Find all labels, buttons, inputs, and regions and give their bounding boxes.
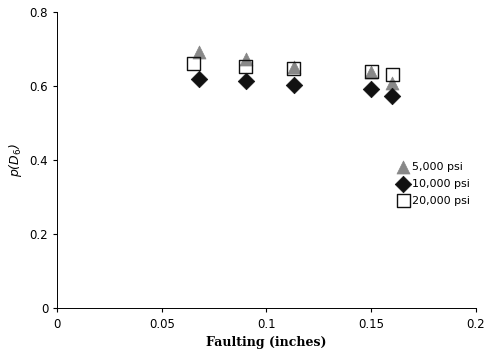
X-axis label: Faulting (inches): Faulting (inches) [206,336,327,349]
5,000 psi [195,49,203,55]
5,000 psi [242,57,249,62]
10,000 psi [367,86,375,92]
5,000 psi [367,69,375,75]
5,000 psi [290,64,298,70]
10,000 psi [242,78,249,84]
20,000 psi [290,66,298,71]
Y-axis label: p($\mathit{D}_6$): p($\mathit{D}_6$) [7,143,24,177]
10,000 psi [388,94,396,99]
20,000 psi [388,72,396,78]
20,000 psi [189,61,197,67]
10,000 psi [290,83,298,88]
Legend: 5,000 psi, 10,000 psi, 20,000 psi: 5,000 psi, 10,000 psi, 20,000 psi [399,162,470,206]
20,000 psi [242,64,249,70]
20,000 psi [367,68,375,74]
10,000 psi [195,76,203,82]
5,000 psi [388,80,396,86]
